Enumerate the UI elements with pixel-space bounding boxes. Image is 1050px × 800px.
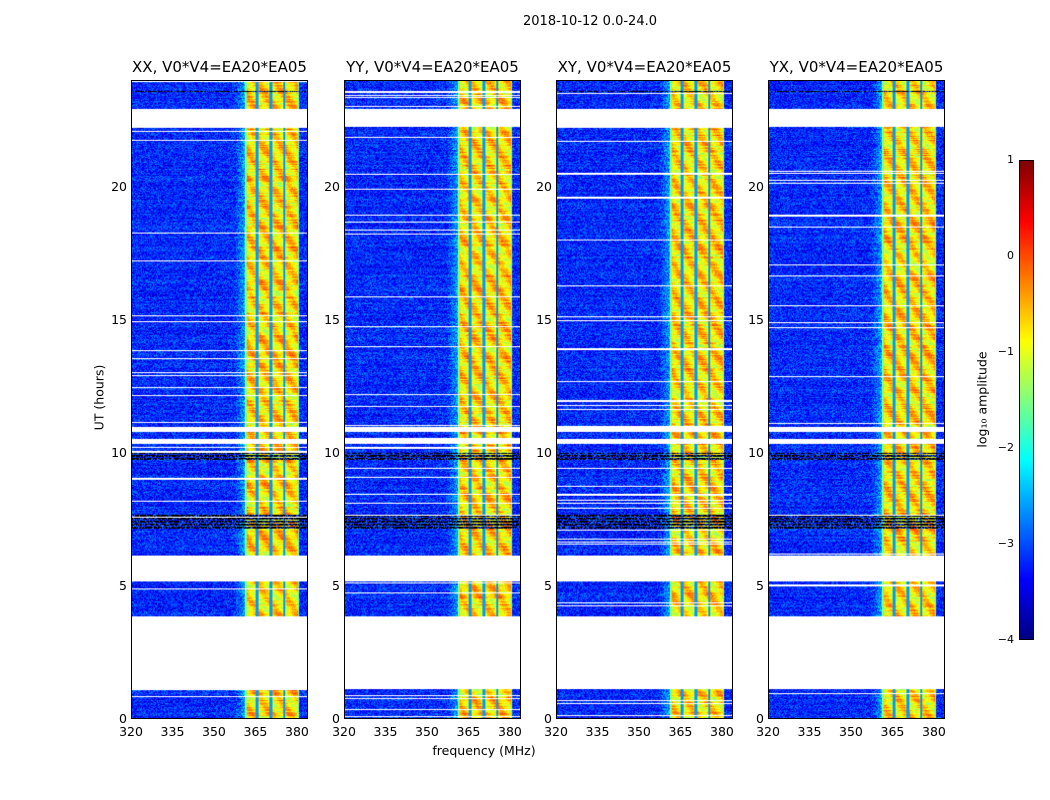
x-tick-label: 365 [243, 724, 268, 739]
y-tick-label: 10 [111, 444, 127, 460]
colorbar-tick-label: 1 [1007, 153, 1014, 166]
x-tick-label: 320 [756, 724, 780, 739]
x-tick-label: 350 [627, 724, 651, 739]
x-tick-label: 320 [332, 724, 356, 739]
x-tick-label: 350 [839, 724, 863, 739]
x-tick-label: 365 [880, 724, 905, 739]
colorbar-tick-label: −4 [997, 633, 1014, 646]
figure-title: 2018-10-12 0.0-24.0 [523, 14, 657, 29]
spectrogram-panel [131, 80, 308, 719]
panel-title: XY, V0*V4=EA20*EA05 [557, 58, 732, 76]
y-tick-label: 0 [119, 711, 127, 726]
y-tick-label: 5 [544, 577, 552, 593]
x-tick-label: 365 [668, 724, 693, 739]
spectrogram-panel [556, 80, 733, 719]
y-tick-label: 10 [324, 444, 340, 460]
colorbar-label: log₁₀ amplitude [974, 351, 990, 448]
colorbar-tick-label: −1 [997, 345, 1014, 358]
x-tick-label: 320 [119, 724, 143, 739]
y-tick-label: 20 [748, 178, 764, 194]
y-tick-label: 5 [756, 577, 764, 593]
y-tick-label: 0 [332, 711, 340, 726]
y-tick-label: 5 [332, 577, 340, 593]
x-tick-label: 380 [498, 724, 522, 739]
x-tick-label: 350 [202, 724, 226, 739]
spectrogram-panel [344, 80, 521, 719]
y-tick-label: 20 [536, 178, 552, 194]
x-tick-label: 320 [544, 724, 568, 739]
spectrogram-panel [768, 80, 945, 719]
panel-title: XX, V0*V4=EA20*EA05 [132, 58, 307, 76]
x-tick-label: 335 [797, 724, 822, 739]
colorbar [1019, 160, 1034, 640]
y-tick-label: 20 [111, 178, 127, 194]
colorbar-tick-label: −3 [997, 537, 1014, 550]
y-tick-label: 15 [748, 311, 764, 327]
x-tick-label: 350 [415, 724, 439, 739]
panel-title: YY, V0*V4=EA20*EA05 [346, 58, 519, 76]
y-tick-label: 15 [111, 311, 127, 327]
y-tick-label: 0 [544, 711, 552, 726]
x-axis-label: frequency (MHz) [432, 743, 536, 758]
panel-title: YX, V0*V4=EA20*EA05 [769, 58, 944, 76]
y-tick-label: 10 [536, 444, 552, 460]
y-tick-label: 15 [324, 311, 340, 327]
y-tick-label: 5 [119, 577, 127, 593]
y-tick-label: 10 [748, 444, 764, 460]
x-tick-label: 380 [710, 724, 734, 739]
y-tick-label: 20 [324, 178, 340, 194]
colorbar-tick-label: 0 [1007, 249, 1014, 262]
colorbar-tick-label: −2 [997, 441, 1014, 454]
x-tick-label: 335 [160, 724, 185, 739]
y-tick-label: 0 [756, 711, 764, 726]
x-tick-label: 380 [285, 724, 309, 739]
x-tick-label: 335 [373, 724, 398, 739]
y-axis-label: UT (hours) [91, 364, 107, 431]
x-tick-label: 380 [922, 724, 946, 739]
x-tick-label: 335 [585, 724, 610, 739]
y-tick-label: 15 [536, 311, 552, 327]
x-tick-label: 365 [456, 724, 481, 739]
